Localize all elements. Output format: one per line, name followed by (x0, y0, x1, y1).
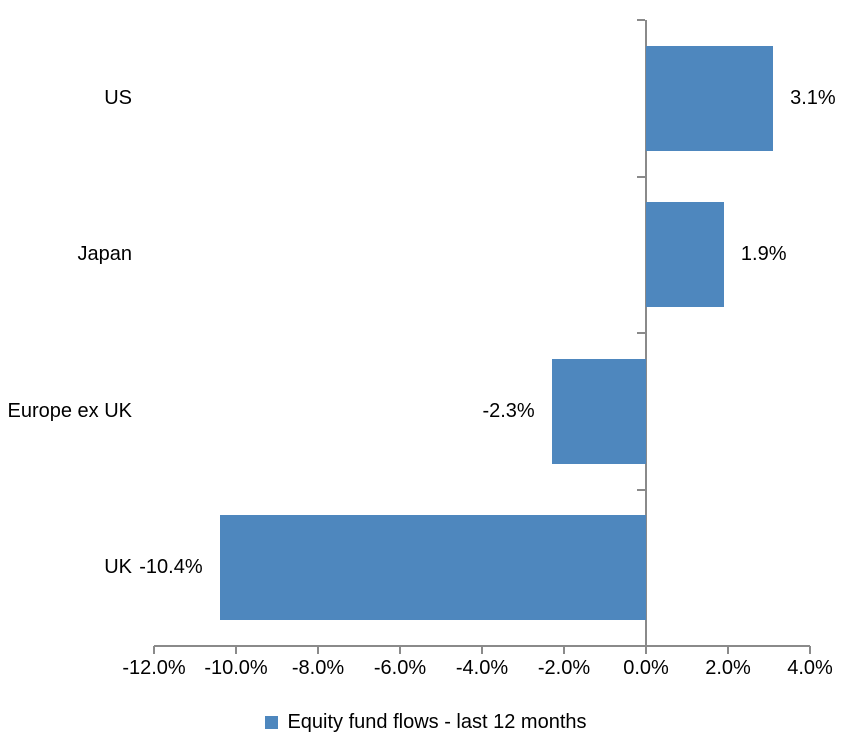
x-axis-tick-label: 2.0% (705, 657, 751, 679)
x-axis-tick-label: -6.0% (373, 657, 427, 679)
x-axis-tick-label: -12.0% (122, 657, 186, 679)
y-axis-tick (637, 175, 645, 178)
category-label-uk: UK (104, 556, 132, 579)
x-axis-tick (563, 646, 565, 654)
x-axis-tick-label: -8.0% (291, 657, 345, 679)
category-label-us: US (104, 86, 132, 109)
bar-uk (219, 515, 646, 621)
y-axis-tick (637, 332, 645, 334)
x-axis-tick (727, 646, 729, 654)
x-axis-tick (317, 646, 319, 654)
x-axis-tick (153, 646, 155, 654)
category-label-europe-ex-uk: Europe ex UK (7, 399, 132, 422)
value-label-uk: -10.4% (139, 556, 203, 579)
bar-japan (646, 202, 724, 308)
value-label-japan: 1.9% (740, 243, 787, 266)
x-axis-tick-label: -10.0% (204, 657, 268, 679)
y-axis-tick (637, 645, 645, 647)
legend: Equity fund flows - last 12 months (0, 704, 852, 740)
x-axis-tick-label: 4.0% (787, 657, 833, 679)
x-axis-tick-label: 0.0% (623, 657, 669, 679)
legend-swatch-icon (265, 715, 279, 729)
x-axis-tick (645, 646, 647, 654)
x-axis-tick (809, 646, 811, 654)
legend-label: Equity fund flows - last 12 months (287, 710, 587, 733)
x-axis-tick (235, 646, 237, 654)
y-axis-line (645, 20, 647, 647)
x-axis-tick (481, 646, 483, 654)
y-axis-tick (637, 19, 645, 21)
bar-europe-ex-uk (551, 358, 646, 464)
x-axis-tick-label: -2.0% (537, 657, 591, 679)
bar-us (646, 45, 774, 151)
y-axis-tick (637, 488, 645, 491)
x-axis-tick (399, 646, 401, 654)
category-label-japan: Japan (77, 243, 133, 266)
value-label-europe-ex-uk: -2.3% (482, 399, 535, 422)
x-axis-tick-label: -4.0% (455, 657, 509, 679)
value-label-us: 3.1% (790, 86, 836, 109)
